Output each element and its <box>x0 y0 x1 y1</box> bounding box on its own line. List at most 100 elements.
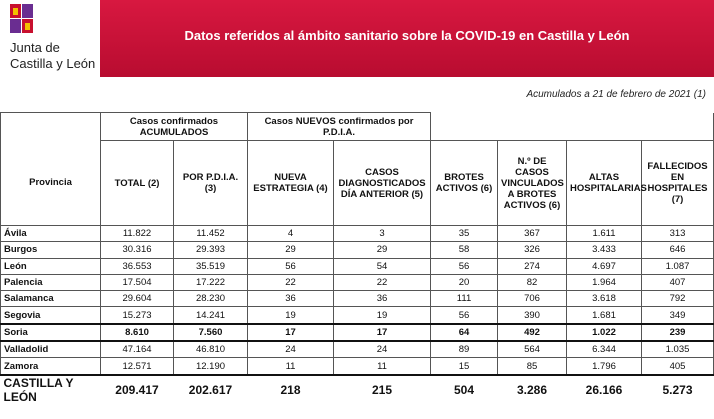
cell: 15.273 <box>100 306 174 325</box>
cell: 29.604 <box>100 290 174 308</box>
data-row: Valladolid 47.164 46.810 24 24 89 564 6.344 1.03… <box>0 340 714 359</box>
cell: 82 <box>497 273 568 292</box>
table-body: Casos confirmados ACUMULADOS Casos NUEVO… <box>0 112 714 404</box>
province: Palencia <box>0 273 101 292</box>
cell: 19 <box>332 306 432 325</box>
total-cell: 26.166 <box>566 373 642 404</box>
province: Valladolid <box>0 340 101 359</box>
total-cell: 209.417 <box>100 373 174 404</box>
data-row: Salamanca 29.604 28.230 36 36 111 706 3.618 792 <box>0 290 714 308</box>
title: Datos referidos al ámbito sanitario sobr… <box>184 28 630 43</box>
cell: 1.611 <box>566 224 643 243</box>
total-cell: 202.617 <box>173 373 248 404</box>
cell: 20 <box>430 273 499 292</box>
data-row: Ávila 11.822 11.452 4 3 35 367 1.611 313 <box>0 224 714 243</box>
cell: 492 <box>497 322 568 343</box>
cell: 367 <box>497 224 568 243</box>
group-header: Casos NUEVOS confirmados por P.D.I.A. <box>246 112 432 141</box>
cell: 706 <box>497 290 568 308</box>
province: Soria <box>0 322 101 343</box>
cell: 405 <box>641 357 714 376</box>
province: Segovia <box>0 306 101 325</box>
cell: 4.697 <box>566 257 643 275</box>
cell: 349 <box>641 306 714 325</box>
cell: 36.553 <box>100 257 174 275</box>
cell: 3.618 <box>566 290 643 308</box>
province: León <box>0 257 101 275</box>
cell: 8.610 <box>100 322 174 343</box>
cell: 89 <box>430 340 499 359</box>
column-header: FALLECIDOS EN HOSPITALES (7) <box>641 140 714 226</box>
cell: 36 <box>332 290 432 308</box>
column-header: ALTAS HOSPITALARIAS <box>566 140 647 226</box>
cell: 29 <box>332 241 432 259</box>
cell: 56 <box>247 257 334 275</box>
province: Burgos <box>0 241 101 259</box>
column-header: Provincia <box>0 140 101 226</box>
data-table: Casos confirmados ACUMULADOS Casos NUEVO… <box>0 112 714 404</box>
cell: 6.344 <box>566 340 643 359</box>
cell: 3.433 <box>566 241 643 259</box>
cell: 30.316 <box>100 241 174 259</box>
column-header: POR P.D.I.A. (3) <box>173 140 248 226</box>
province: Zamora <box>0 357 101 376</box>
cell: 1.022 <box>566 322 643 343</box>
province: Salamanca <box>0 290 101 308</box>
header-row: Provincia TOTAL (2) POR P.D.I.A. (3) NUEVA … <box>0 140 714 226</box>
logo-text: Castilla y León <box>10 56 96 71</box>
logo-text: Junta de <box>10 40 60 55</box>
cell: 15 <box>430 357 499 376</box>
cell: 4 <box>247 224 334 243</box>
cell: 390 <box>497 306 568 325</box>
subtitle: Acumulados a 21 de febrero de 2021 (1) <box>526 89 706 100</box>
cell: 11.452 <box>173 224 248 243</box>
cell: 11 <box>247 357 334 376</box>
cell: 564 <box>497 340 568 359</box>
data-row: Segovia 15.273 14.241 19 19 56 390 1.681 349 <box>0 306 714 325</box>
cell: 17 <box>332 322 432 343</box>
cell: 64 <box>430 322 499 343</box>
cell: 792 <box>641 290 714 308</box>
data-row: Burgos 30.316 29.393 29 29 58 326 3.433 646 <box>0 241 714 259</box>
cell: 29 <box>247 241 334 259</box>
cell: 56 <box>430 306 499 325</box>
data-row: León 36.553 35.519 56 54 56 274 4.697 1.087 <box>0 257 714 275</box>
cell: 17.504 <box>100 273 174 292</box>
cell: 36 <box>247 290 334 308</box>
total-row: CASTILLA Y LEÓN 209.417 202.617 218 215 504 3.… <box>0 373 714 404</box>
cell: 7.560 <box>173 322 248 343</box>
cell: 111 <box>430 290 499 308</box>
cell: 22 <box>247 273 334 292</box>
header-cell <box>430 112 714 141</box>
cell: 58 <box>430 241 499 259</box>
cell: 1.796 <box>566 357 643 376</box>
data-row: Zamora 12.571 12.190 11 11 15 85 1.796 405 <box>0 357 714 376</box>
header-cell <box>0 112 101 141</box>
cell: 313 <box>641 224 714 243</box>
cell: 12.190 <box>173 357 248 376</box>
cell: 3 <box>332 224 432 243</box>
cell: 19 <box>247 306 334 325</box>
cell: 85 <box>497 357 568 376</box>
total-cell: 5.273 <box>641 373 714 404</box>
total-cell: 504 <box>430 373 498 404</box>
cell: 17.222 <box>173 273 248 292</box>
column-header: BROTES ACTIVOS (6) <box>430 140 499 226</box>
cell: 24 <box>247 340 334 359</box>
total-label: CASTILLA Y LEÓN <box>0 373 101 404</box>
cell: 11.822 <box>100 224 174 243</box>
cell: 56 <box>430 257 499 275</box>
cell: 239 <box>641 322 714 343</box>
cell: 14.241 <box>173 306 248 325</box>
data-row: Soria 8.610 7.560 17 17 64 492 1.022 239 <box>0 322 714 343</box>
cell: 46.810 <box>173 340 248 359</box>
cell: 1.087 <box>641 257 714 275</box>
total-cell: 218 <box>247 373 334 404</box>
logo: Junta de Castilla y León <box>6 4 96 76</box>
cell: 407 <box>641 273 714 292</box>
cell: 29.393 <box>173 241 248 259</box>
cell: 47.164 <box>100 340 174 359</box>
group-header-row: Casos confirmados ACUMULADOS Casos NUEVO… <box>0 112 714 141</box>
cell: 1.681 <box>566 306 643 325</box>
